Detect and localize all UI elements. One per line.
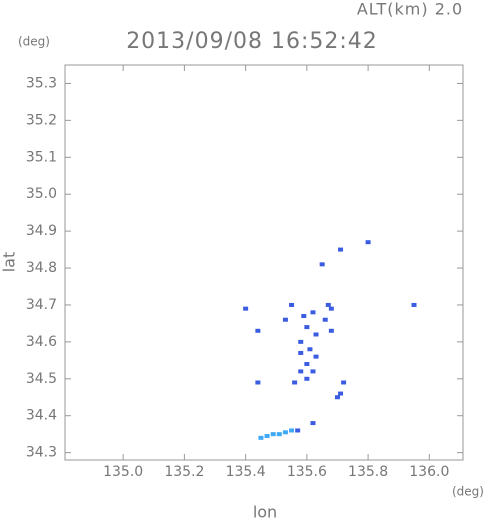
y-tick-label: 35.0 [26,186,57,202]
x-tick-label: 135.2 [164,464,204,480]
y-tick-label: 34.6 [26,334,57,350]
y-tick-label: 35.2 [26,112,57,128]
echo-point [310,310,316,315]
chart-title: 2013/09/08 16:52:42 [126,29,378,54]
x-axis-label: lon [253,503,277,521]
echo-point [258,435,264,440]
echo-point [282,430,288,435]
echo-point [338,391,344,396]
echo-point [307,347,313,352]
x-unit: (deg) [452,485,484,499]
echo-point [334,395,340,400]
echo-point [298,339,304,344]
y-tick-label: 34.9 [26,223,57,239]
echo-point [304,325,310,330]
echo-point [289,302,295,307]
echo-point [270,432,276,437]
subtitle: ALT(km) 2.0 [357,0,463,19]
echo-point [255,380,261,385]
x-tick-label: 135.6 [287,464,327,480]
y-tick-label: 34.4 [26,408,57,424]
y-tick-label: 34.5 [26,371,57,387]
y-tick-label: 34.3 [26,445,57,461]
echo-point [341,380,347,385]
y-axis-label: lat [0,252,19,273]
echo-point [301,314,307,319]
x-tick-label: 135.4 [226,464,266,480]
echo-point [295,428,301,433]
echo-point [325,302,331,307]
echo-point [328,306,334,311]
echo-point [264,434,270,439]
echo-point [304,376,310,381]
echo-point [411,302,417,307]
echo-point [328,328,334,333]
x-tick-label: 135.8 [348,464,388,480]
echo-point [319,262,325,267]
echo-point [276,432,282,437]
echo-point [255,328,261,333]
y-tick-label: 35.3 [26,75,57,91]
echo-point [322,317,328,322]
echo-point [243,306,249,311]
echo-point [365,240,371,245]
echo-point [292,380,298,385]
echo-point [298,369,304,374]
echo-point [313,354,319,359]
plot-frame [64,64,464,461]
echo-point [282,317,288,322]
x-tick-label: 136.0 [409,464,449,480]
y-tick-label: 34.7 [26,297,57,313]
echo-point [313,332,319,337]
y-unit: (deg) [18,35,50,49]
echo-point [289,428,295,433]
echo-point [304,362,310,367]
echo-point [298,350,304,355]
y-tick-label: 35.1 [26,149,57,165]
y-tick-label: 34.8 [26,260,57,276]
echo-point [310,369,316,374]
echo-point [338,247,344,252]
x-tick-label: 135.0 [103,464,143,480]
echo-point [310,421,316,426]
